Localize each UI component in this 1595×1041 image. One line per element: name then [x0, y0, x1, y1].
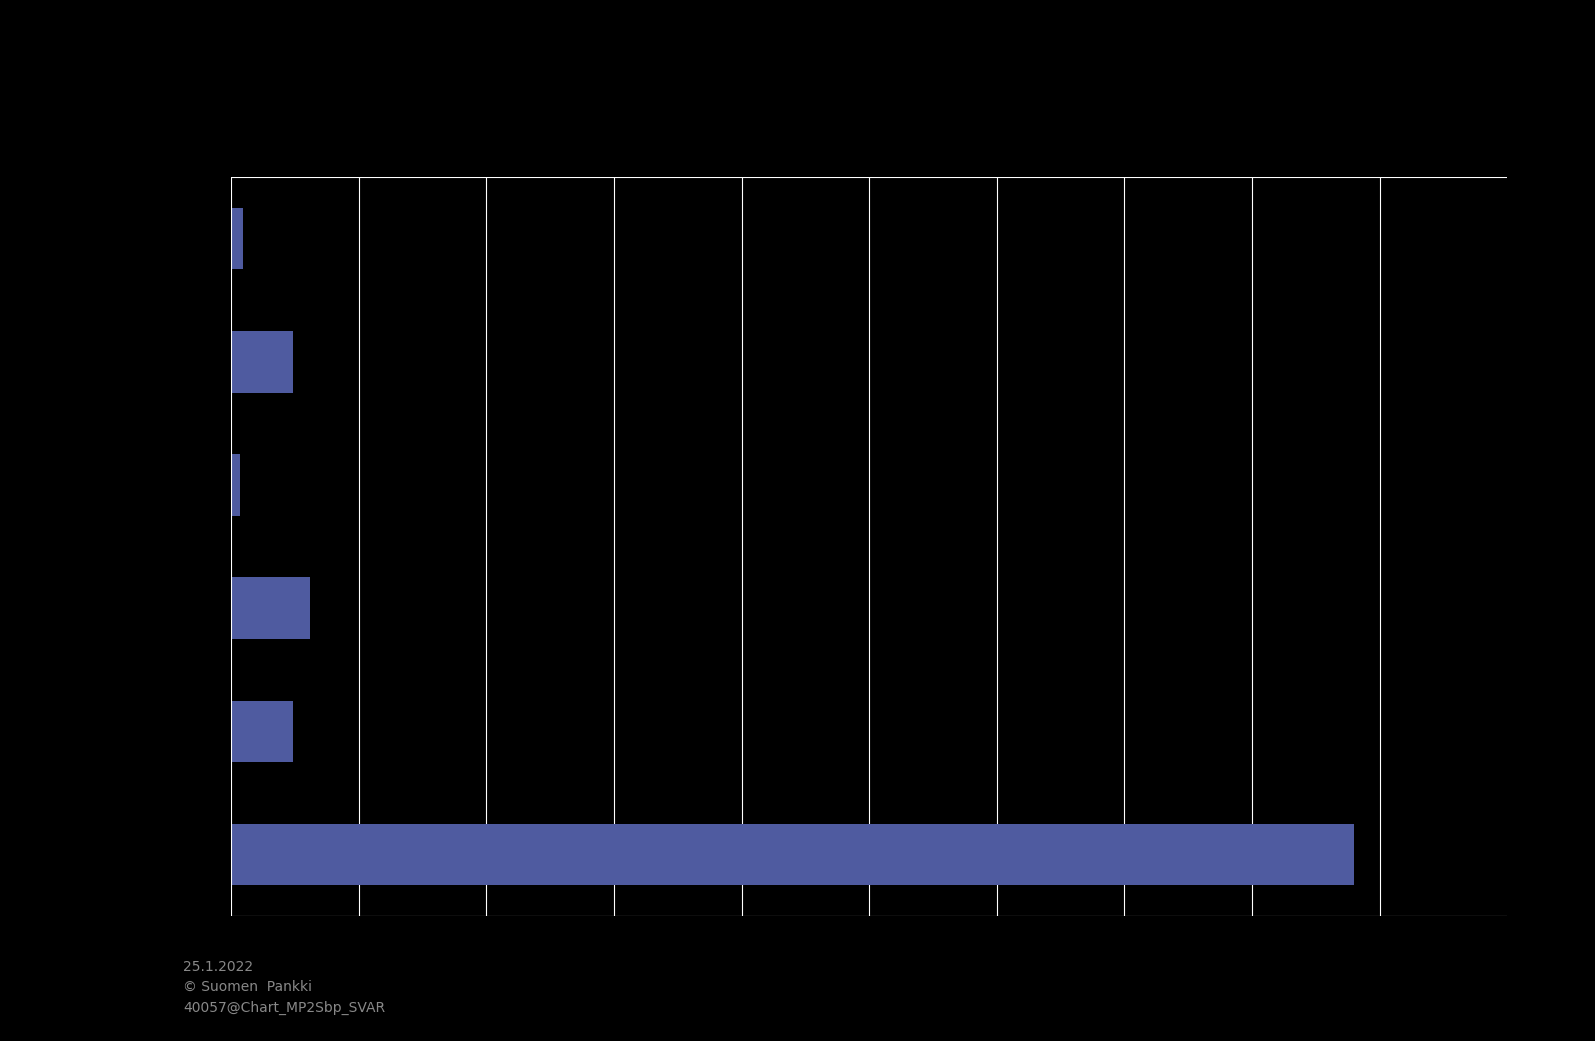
Bar: [231, 454, 241, 515]
Bar: [231, 331, 292, 392]
Bar: [231, 823, 1354, 885]
Bar: [231, 578, 311, 639]
Bar: [231, 208, 242, 270]
Bar: [231, 701, 292, 762]
Text: 25.1.2022
© Suomen  Pankki
40057@Chart_MP2Sbp_SVAR: 25.1.2022 © Suomen Pankki 40057@Chart_MP…: [183, 960, 386, 1015]
